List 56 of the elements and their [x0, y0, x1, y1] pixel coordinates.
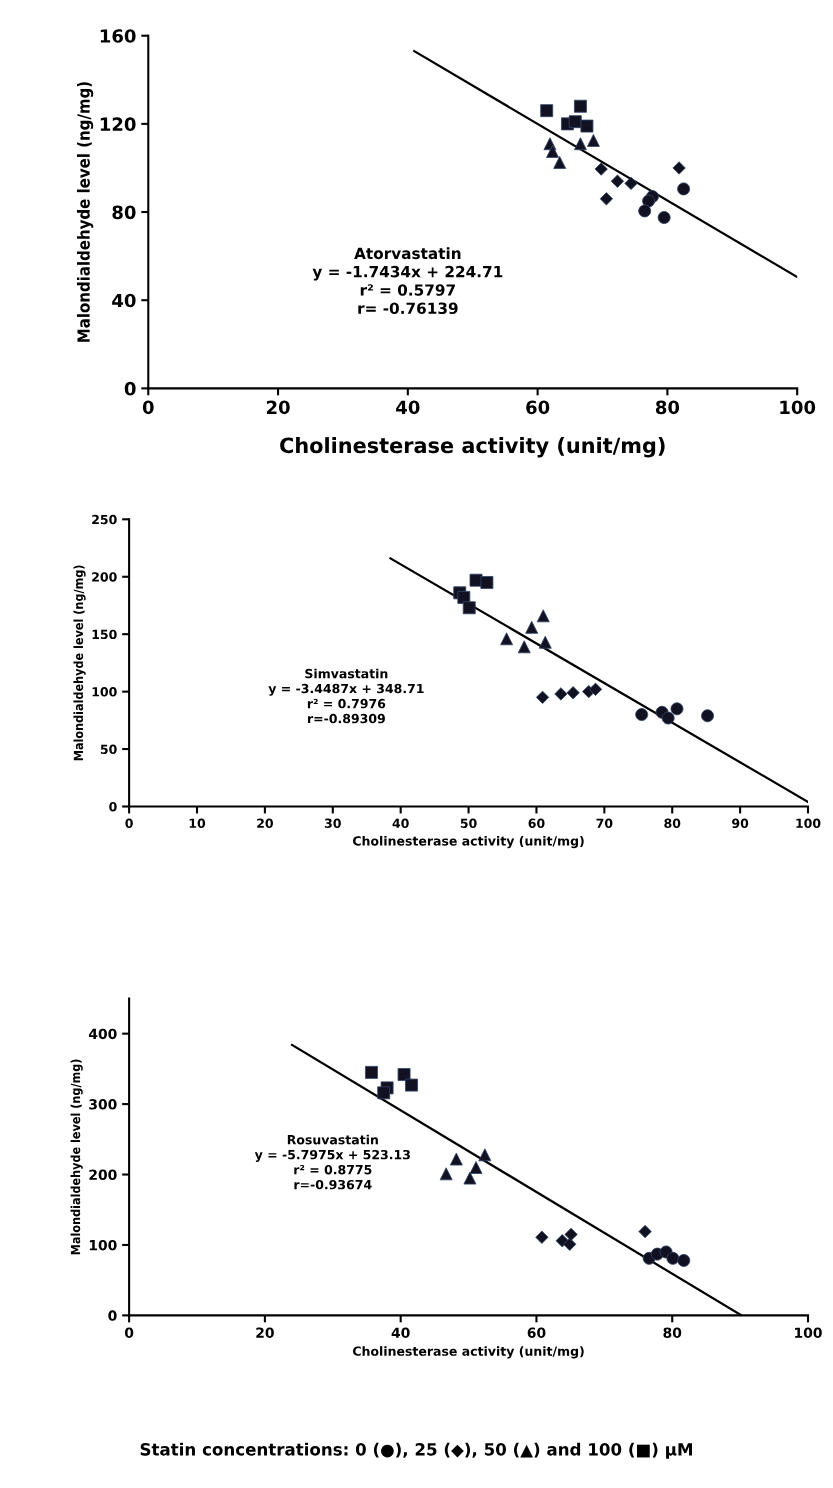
y-tick-label: 40: [112, 293, 136, 308]
annotation: Atorvastatin: [354, 247, 461, 260]
annotation: r= -0.76139: [358, 302, 458, 315]
x-tick-label: 40: [391, 1327, 410, 1338]
x-tick-label: 20: [257, 818, 273, 828]
x-tick-label: 0: [142, 400, 154, 415]
y-tick-label: 200: [92, 572, 117, 582]
y-tick-label: 80: [112, 205, 136, 220]
x-tick-label: 50: [460, 818, 477, 828]
annotation: r² = 0.7976: [307, 698, 386, 709]
x-tick-label: 60: [526, 400, 550, 415]
x-tick-label: 100: [795, 1327, 822, 1338]
y-axis-title: Malondialdehyde level (ng/mg): [70, 1059, 83, 1255]
y-tick-label: 120: [100, 117, 136, 131]
x-tick-label: 70: [596, 818, 613, 828]
annotation: y = -1.7434x + 224.71: [312, 265, 503, 281]
x-tick-label: 60: [527, 1327, 546, 1338]
annotation: Rosuvastatin: [287, 1134, 378, 1145]
annotation: y = -5.7975x + 523.13: [254, 1149, 410, 1162]
x-tick-label: 100: [796, 818, 821, 828]
annotation: r=-0.93674: [294, 1179, 372, 1190]
x-axis-title: Cholinesterase activity (unit/mg): [352, 835, 584, 849]
x-axis-title: Cholinesterase activity (unit/mg): [352, 1346, 584, 1359]
y-tick-label: 160: [100, 29, 136, 43]
x-tick-label: 30: [324, 818, 341, 828]
annotation: r=-0.89309: [308, 713, 385, 724]
x-tick-label: 90: [732, 818, 749, 828]
x-tick-label: 60: [528, 818, 545, 828]
x-tick-label: 20: [266, 400, 290, 415]
x-tick-label: 80: [655, 400, 680, 415]
y-tick-label: 50: [100, 744, 117, 754]
y-tick-label: 200: [89, 1169, 117, 1180]
x-tick-label: 80: [664, 818, 681, 828]
y-tick-label: 0: [124, 381, 136, 396]
y-tick-label: 100: [92, 687, 117, 697]
y-tick-label: 150: [92, 629, 117, 640]
annotation: r² = 0.8775: [294, 1164, 372, 1175]
y-tick-label: 300: [89, 1099, 117, 1110]
x-tick-label: 40: [396, 400, 420, 415]
y-tick-label: 0: [108, 1310, 117, 1321]
x-tick-label: 80: [663, 1327, 682, 1338]
annotation: Simvastatin: [305, 668, 388, 679]
y-tick-label: 250: [92, 514, 117, 525]
x-axis-title: Cholinesterase activity (unit/mg): [280, 437, 665, 458]
annotation: r² = 0.5797: [360, 284, 455, 296]
x-tick-label: 20: [256, 1327, 274, 1338]
y-tick-label: 100: [89, 1239, 117, 1251]
annotation: y = -3.4487x + 348.71: [268, 683, 424, 696]
y-tick-label: 400: [88, 1028, 117, 1040]
y-axis-title: Malondialdehyde level (ng/mg): [73, 565, 86, 761]
x-tick-label: 10: [189, 818, 206, 828]
y-axis-title: Malondialdehyde level (ng/mg): [76, 82, 94, 342]
x-tick-label: 40: [392, 818, 409, 828]
x-tick-label: 100: [780, 400, 816, 415]
text: Statin concentrations: 0 (●), 25 (◆), 50 (▲) and 100 (■) μM: [140, 1442, 692, 1459]
y-tick-label: 0: [109, 801, 117, 812]
